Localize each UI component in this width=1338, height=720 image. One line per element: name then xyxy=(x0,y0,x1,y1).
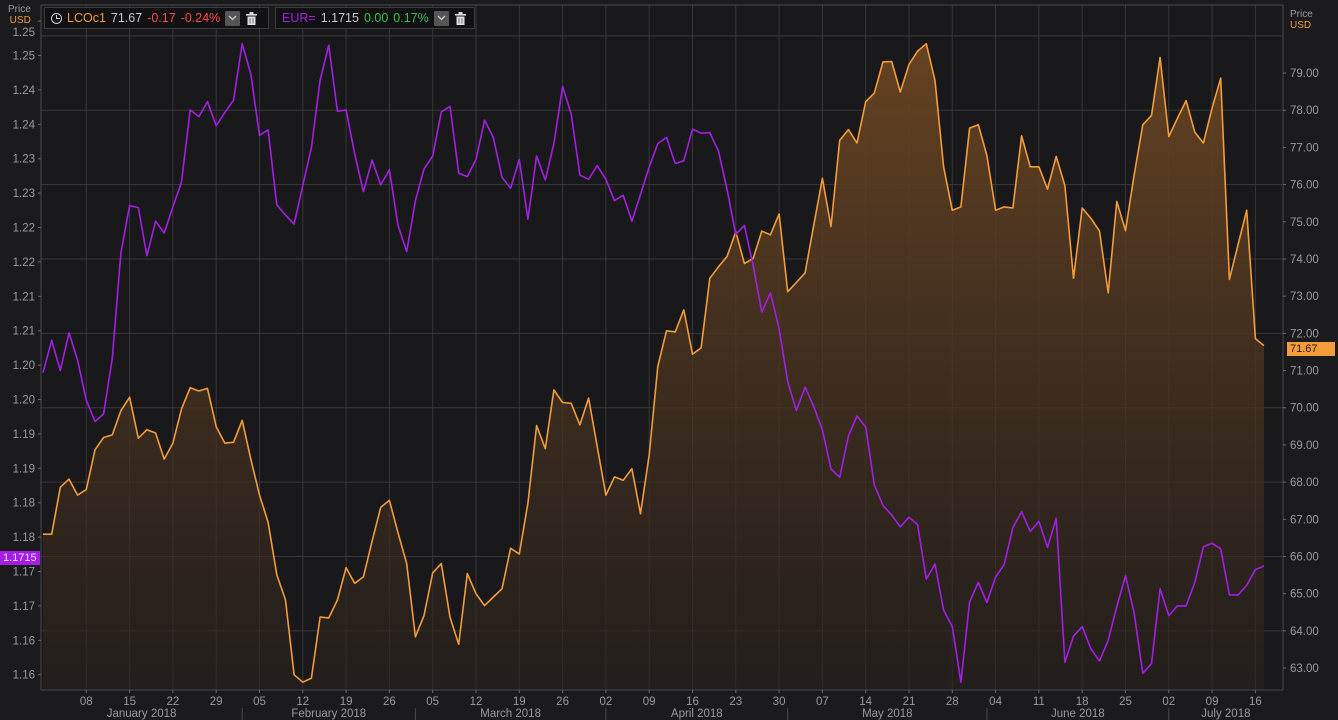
left-tick-label: 1.25 xyxy=(13,27,35,39)
legend-change-pct: 0.17% xyxy=(393,11,429,25)
left-tick-label: 1.21 xyxy=(13,291,35,303)
left-axis-currency: USD xyxy=(9,15,31,26)
x-tick-label: 04 xyxy=(989,696,1002,708)
x-tick-label: 14 xyxy=(859,696,872,708)
x-tick-label: 19 xyxy=(340,696,353,708)
series-area-lcoc1 xyxy=(43,43,1264,690)
left-tick-label: 1.18 xyxy=(13,498,35,510)
right-axis-title: Price xyxy=(1290,9,1313,20)
left-tick-label: 1.17 xyxy=(13,567,35,579)
left-tick-label: 1.20 xyxy=(13,395,35,407)
left-tick-label: 1.19 xyxy=(13,429,35,441)
left-tick-label: 1.23 xyxy=(13,188,35,200)
x-tick-label: 15 xyxy=(123,696,136,708)
x-tick-label: 22 xyxy=(166,696,179,708)
right-tick-label: 77.00 xyxy=(1290,142,1319,154)
x-tick-label: 23 xyxy=(729,696,742,708)
month-label: January 2018 xyxy=(107,708,177,720)
month-label: June 2018 xyxy=(1051,708,1105,720)
month-label: February 2018 xyxy=(291,708,366,720)
x-tick-label: 30 xyxy=(773,696,786,708)
legend-lcoc1[interactable]: LCOc1 71.67 -0.17 -0.24% xyxy=(44,7,269,29)
left-axis-unit: Price USD xyxy=(8,4,31,26)
month-label: April 2018 xyxy=(671,708,723,720)
right-tick-label: 75.00 xyxy=(1290,217,1319,229)
chevron-down-icon[interactable] xyxy=(225,10,241,26)
left-tick-label: 1.19 xyxy=(13,463,35,475)
right-tick-label: 74.00 xyxy=(1290,254,1319,266)
left-tick-label: 1.22 xyxy=(13,257,35,269)
right-tick-label: 64.00 xyxy=(1290,626,1319,638)
legend-change: 0.00 xyxy=(363,11,389,25)
brent-last-value-tag: 71.67 xyxy=(1287,341,1335,356)
x-tick-label: 25 xyxy=(1119,696,1132,708)
x-tick-label: 18 xyxy=(1076,696,1089,708)
x-tick-label: 28 xyxy=(946,696,959,708)
right-axis-currency: USD xyxy=(1290,20,1312,31)
x-tick-label: 16 xyxy=(1249,696,1262,708)
right-tick-label: 65.00 xyxy=(1290,589,1319,601)
x-tick-label: 11 xyxy=(1033,696,1045,708)
legend-change-pct: -0.24% xyxy=(180,11,221,25)
right-tick-label: 73.00 xyxy=(1290,291,1319,303)
x-tick-label: 26 xyxy=(383,696,396,708)
trash-icon[interactable] xyxy=(245,11,258,26)
right-tick-label: 66.00 xyxy=(1290,551,1319,563)
x-tick-label: 21 xyxy=(903,696,916,708)
x-tick-label: 02 xyxy=(599,696,612,708)
right-tick-label: 71.00 xyxy=(1290,366,1319,378)
x-tick-label: 16 xyxy=(686,696,699,708)
right-tick-label: 67.00 xyxy=(1290,514,1319,526)
right-tick-label: 76.00 xyxy=(1290,180,1319,192)
eur-last-value-tag: 1.1715 xyxy=(0,551,40,566)
x-tick-label: 12 xyxy=(470,696,483,708)
left-tick-label: 1.20 xyxy=(13,360,35,372)
x-tick-label: 02 xyxy=(1162,696,1175,708)
month-label: July 2018 xyxy=(1201,708,1250,720)
right-tick-label: 69.00 xyxy=(1290,440,1319,452)
legend-last: 71.67 xyxy=(110,11,143,25)
month-label: May 2018 xyxy=(862,708,913,720)
x-tick-label: 05 xyxy=(253,696,266,708)
chevron-down-icon[interactable] xyxy=(433,10,449,26)
right-tick-label: 78.00 xyxy=(1290,105,1319,117)
left-tick-label: 1.21 xyxy=(13,326,35,338)
legend-symbol: EUR= xyxy=(282,11,316,25)
trash-icon[interactable] xyxy=(454,11,467,26)
series-line-lcoc1 xyxy=(43,42,1265,683)
x-tick-label: 08 xyxy=(80,696,93,708)
legend-symbol: LCOc1 xyxy=(67,11,106,25)
legend-last: 1.1715 xyxy=(320,11,359,25)
right-axis-unit: Price USD xyxy=(1290,9,1313,31)
right-tick-label: 72.00 xyxy=(1290,328,1319,340)
right-tick-label: 70.00 xyxy=(1290,403,1319,415)
left-tick-label: 1.23 xyxy=(13,154,35,166)
left-tick-label: 1.24 xyxy=(13,85,36,97)
x-tick-label: 12 xyxy=(296,696,309,708)
x-tick-label: 29 xyxy=(210,696,223,708)
x-tick-label: 07 xyxy=(816,696,829,708)
right-tick-label: 68.00 xyxy=(1290,477,1319,489)
left-tick-label: 1.16 xyxy=(13,635,35,647)
month-label: March 2018 xyxy=(480,708,541,720)
x-tick-label: 19 xyxy=(513,696,526,708)
x-tick-label: 05 xyxy=(426,696,439,708)
x-tick-label: 26 xyxy=(556,696,569,708)
left-tick-label: 1.24 xyxy=(13,119,36,131)
x-tick-label: 09 xyxy=(1206,696,1219,708)
right-tick-label: 63.00 xyxy=(1290,663,1319,675)
right-tick-label: 79.00 xyxy=(1290,68,1319,80)
series-line-eur xyxy=(42,43,1265,684)
left-tick-label: 1.22 xyxy=(13,223,35,235)
left-tick-label: 1.25 xyxy=(13,51,35,63)
left-tick-label: 1.18 xyxy=(13,532,35,544)
legend-change: -0.17 xyxy=(147,11,176,25)
left-axis-title: Price xyxy=(8,4,31,15)
x-tick-label: 09 xyxy=(643,696,656,708)
left-tick-label: 1.17 xyxy=(13,601,35,613)
legend-eur[interactable]: EUR= 1.1715 0.00 0.17% xyxy=(275,7,475,29)
left-tick-label: 1.16 xyxy=(13,670,35,682)
clock-icon xyxy=(51,12,62,24)
